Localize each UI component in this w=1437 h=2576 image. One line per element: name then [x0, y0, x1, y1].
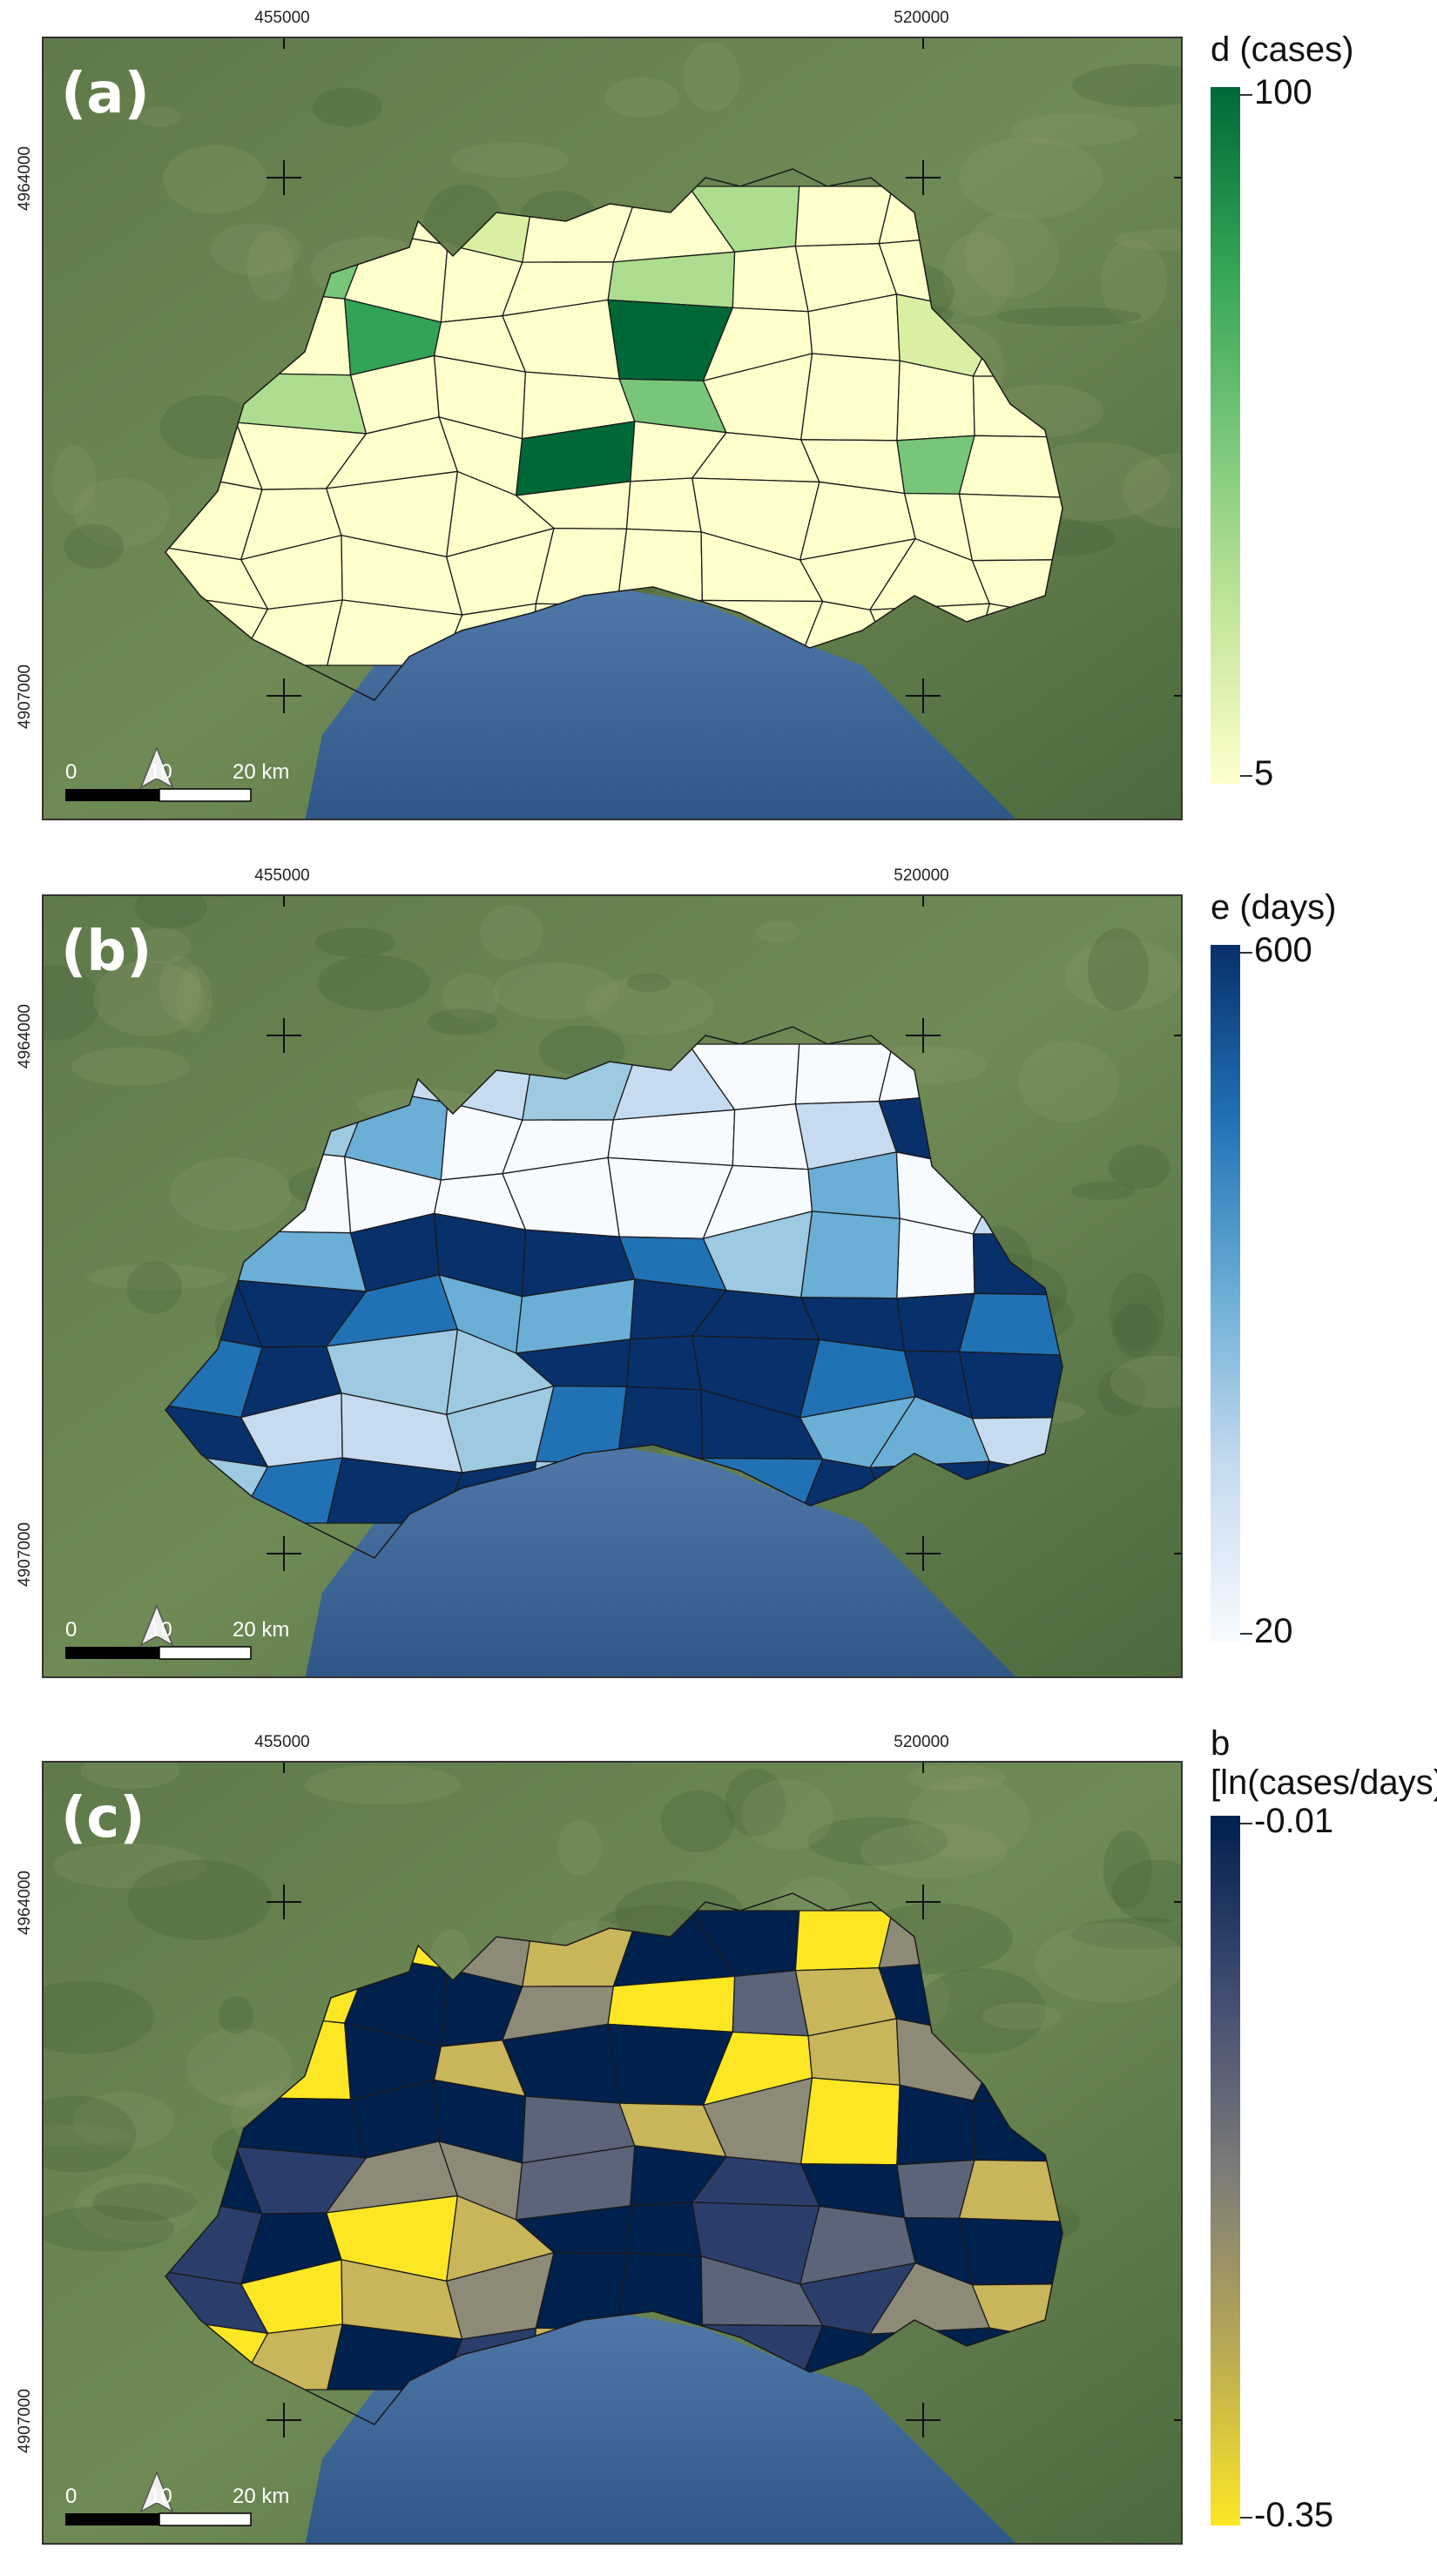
grid-cross: [266, 678, 301, 713]
municipality-region: [625, 477, 702, 533]
choropleth-map: (b) 0 10 20 km: [44, 896, 1181, 1676]
grid-cross: [906, 1536, 941, 1571]
scalebar-label: 10: [149, 1618, 172, 1642]
grid-cross: [266, 1536, 301, 1571]
grid-cross: [266, 160, 301, 195]
scalebar-black-segment: [65, 1647, 159, 1659]
x-coordinate-label: 520000: [894, 1733, 949, 1751]
legend-color-ramp: [1211, 1816, 1240, 2525]
panel-label: (b): [61, 920, 152, 984]
grid-cross: [266, 2403, 301, 2438]
municipality-region: [958, 493, 1063, 562]
scalebar-label: 0: [65, 760, 77, 784]
north-arrow-icon: [139, 2470, 174, 2513]
sea-area: [305, 2311, 1015, 2543]
x-coordinate-label: 455000: [254, 1733, 310, 1751]
legend-title: e (days): [1211, 888, 1337, 927]
scalebar-white-segment: [159, 788, 252, 802]
x-coordinate-label: 455000: [254, 9, 310, 27]
legend-min-label: 20: [1254, 1612, 1293, 1650]
municipality-region: [794, 185, 894, 247]
legend-color-ramp: [1211, 945, 1240, 1642]
grid-cross: [906, 678, 941, 713]
y-coordinate-label: 4907000: [16, 1522, 34, 1587]
municipality-region: [799, 2077, 901, 2166]
legend-max-label: 600: [1254, 931, 1312, 969]
map-panel-b: 455000 520000 4964000 4907000 (b) 0 10 20 km e …: [0, 858, 1437, 1703]
sea-area: [305, 587, 1015, 819]
municipality-region: [625, 1335, 702, 1391]
y-coordinate-label: 4964000: [16, 146, 34, 211]
legend-title: d (cases): [1211, 30, 1354, 69]
panel-label: (a): [61, 62, 150, 126]
map-panel-c: 455000 520000 4964000 4907000 (c) 0 10 20 km b …: [0, 1724, 1437, 2569]
grid-cross: [266, 1885, 301, 1919]
scalebar-label: 10: [149, 2485, 172, 2508]
legend-title: b [ln(cases/days)]: [1211, 1724, 1437, 1802]
sea-area: [305, 1445, 1015, 1676]
choropleth-map: (c) 0 10 20 km: [44, 1763, 1181, 2543]
panel-label: (c): [61, 1786, 145, 1851]
municipality-region: [799, 1210, 901, 1299]
grid-cross: [906, 160, 941, 195]
y-coordinate-label: 4964000: [16, 1871, 34, 1935]
scalebar-white-segment: [159, 2512, 252, 2526]
scalebar-label: 0: [65, 2485, 77, 2508]
x-coordinate-label: 455000: [254, 867, 310, 885]
legend-color-ramp: [1211, 87, 1240, 784]
scalebar-label: 20 km: [233, 2485, 289, 2508]
map-panel-a: 455000 520000 4964000 4907000 (a) 0 10 20 km d …: [0, 0, 1437, 845]
municipality-region: [958, 435, 1063, 499]
grid-cross: [906, 1018, 941, 1053]
municipality-region: [625, 2202, 702, 2257]
scalebar-black-segment: [65, 2513, 159, 2525]
map-frame: (b) 0 10 20 km: [42, 894, 1183, 1678]
legend-min-label: -0.35: [1254, 2496, 1334, 2534]
north-arrow-icon: [139, 745, 174, 789]
map-frame: (c) 0 10 20 km: [42, 1761, 1183, 2545]
municipality-region: [958, 2217, 1063, 2286]
scalebar-label: 20 km: [233, 760, 289, 784]
municipality-region: [794, 1910, 894, 1972]
municipality-region: [958, 1292, 1063, 1357]
scalebar-label: 20 km: [233, 1618, 289, 1642]
legend-max-label: -0.01: [1254, 1802, 1334, 1840]
choropleth-map: (a) 0 10 20 km: [44, 38, 1181, 819]
x-coordinate-label: 520000: [894, 867, 949, 885]
grid-cross: [906, 1885, 941, 1919]
municipality-region: [799, 353, 901, 442]
legend-min-label: 5: [1254, 754, 1274, 792]
scalebar-black-segment: [65, 789, 159, 801]
map-frame: (a) 0 10 20 km: [42, 37, 1183, 820]
grid-cross: [906, 2403, 941, 2438]
scalebar-white-segment: [159, 1646, 252, 1660]
y-coordinate-label: 4964000: [16, 1004, 34, 1069]
legend-max-label: 100: [1254, 73, 1312, 111]
scalebar-label: 0: [65, 1618, 77, 1642]
municipality-region: [958, 2159, 1063, 2223]
y-coordinate-label: 4907000: [16, 2389, 34, 2453]
north-arrow-icon: [139, 1603, 174, 1647]
x-coordinate-label: 520000: [894, 9, 949, 27]
y-coordinate-label: 4907000: [16, 664, 34, 729]
municipality-region: [794, 1043, 894, 1105]
scalebar-label: 10: [149, 760, 172, 784]
grid-cross: [266, 1018, 301, 1053]
municipality-region: [958, 1351, 1063, 1419]
